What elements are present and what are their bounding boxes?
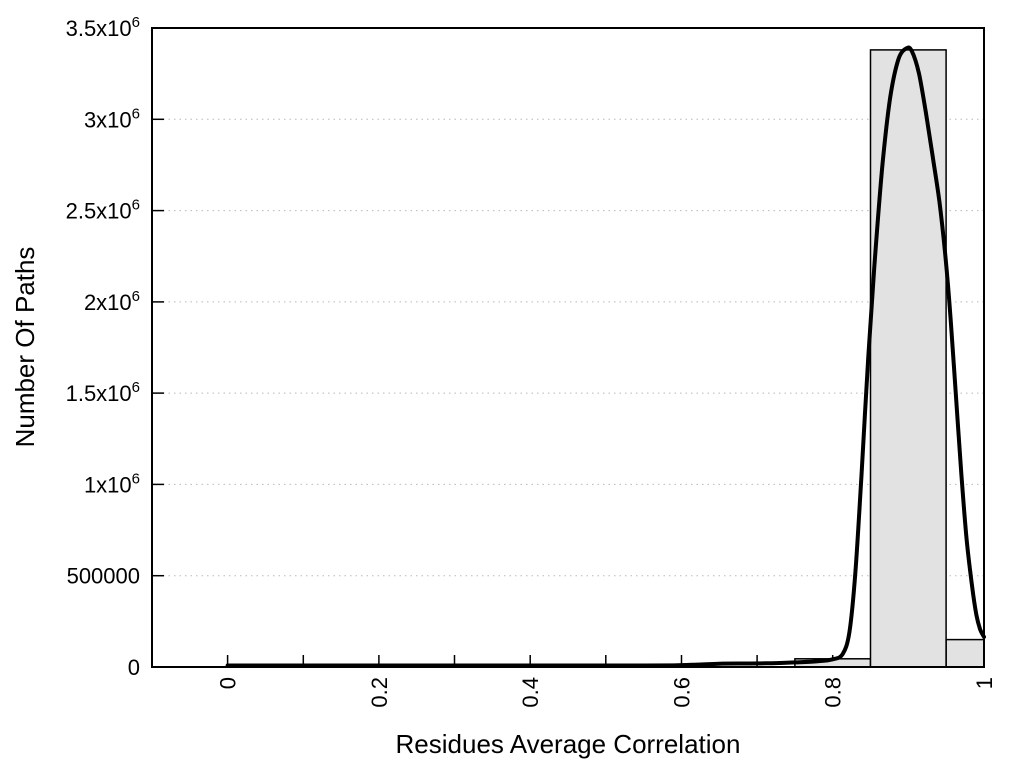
fit-curve <box>225 45 986 668</box>
x-tick-label: 0.6 <box>670 677 695 708</box>
y-axis-title: Number Of Paths <box>10 247 40 448</box>
y-tick-label: 1.5x106 <box>66 379 140 406</box>
y-tick-label: 0 <box>128 655 140 680</box>
y-tick-labels: 0 500000 1x106 1.5x106 2x106 2.5x106 3x106 3.5x… <box>66 14 140 680</box>
y-tick-label: 500000 <box>67 564 140 589</box>
y-tick-label: 3x106 <box>84 105 140 132</box>
x-tick-label: 0.2 <box>367 677 392 708</box>
x-tick-labels: 0 0.2 0.4 0.6 0.8 1 <box>216 677 997 708</box>
x-tick-label: 0.4 <box>518 677 543 708</box>
y-tick-label: 1x106 <box>84 470 140 497</box>
histogram-bar <box>869 49 947 668</box>
x-axis-title: Residues Average Correlation <box>396 729 741 759</box>
histogram-bars <box>794 49 985 668</box>
grid-lines <box>152 118 984 577</box>
histogram-bar <box>945 638 985 668</box>
x-tick-label: 0.8 <box>821 677 846 708</box>
y-tick-label: 2x106 <box>84 288 140 315</box>
x-tick-label: 1 <box>972 677 997 689</box>
x-tick-label: 0 <box>216 677 241 689</box>
axis-tick-marks <box>152 27 985 668</box>
y-tick-label: 2.5x106 <box>66 197 140 224</box>
y-tick-label: 3.5x106 <box>66 14 140 41</box>
plot-border <box>151 27 985 668</box>
